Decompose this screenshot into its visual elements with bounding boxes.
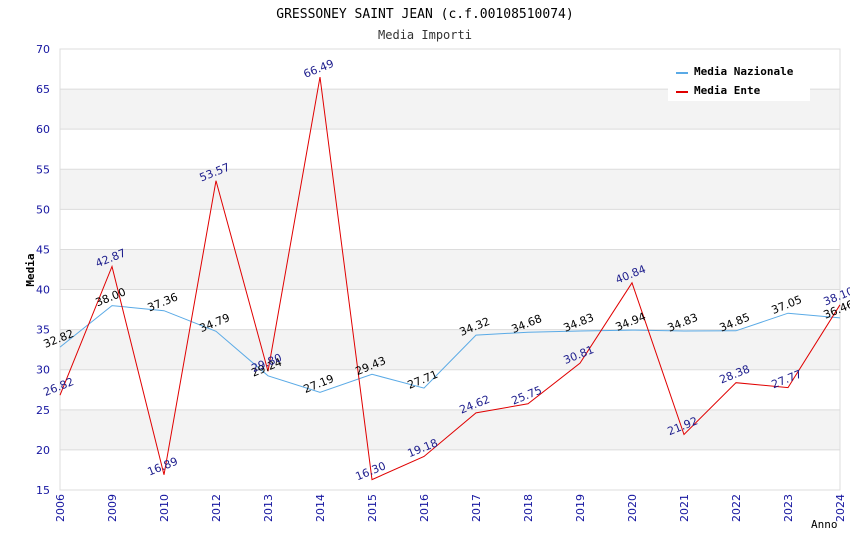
y-axis-label: Media bbox=[24, 253, 37, 286]
x-tick-label: 2021 bbox=[678, 494, 691, 522]
x-tick-label: 2012 bbox=[210, 494, 223, 522]
legend-label: Media Nazionale bbox=[694, 65, 794, 78]
x-tick-label: 2024 bbox=[834, 494, 847, 522]
y-tick-label: 15 bbox=[36, 484, 50, 497]
x-tick-label: 2022 bbox=[730, 494, 743, 522]
series-line-0 bbox=[59, 305, 841, 393]
y-tick-label: 60 bbox=[36, 123, 50, 136]
x-tick-label: 2016 bbox=[418, 494, 431, 522]
data-label: 66.49 bbox=[302, 57, 336, 81]
x-tick-label: 2020 bbox=[626, 494, 639, 522]
legend-box bbox=[668, 58, 810, 101]
y-tick-label: 40 bbox=[36, 284, 50, 297]
grid-band bbox=[60, 409, 840, 450]
grid-band bbox=[60, 169, 840, 210]
x-tick-label: 2019 bbox=[574, 494, 587, 522]
x-axis: 2006 2009 2010 2012 2013 2014 2015 2016 2017 2018… bbox=[54, 494, 847, 522]
x-tick-label: 2014 bbox=[314, 494, 327, 522]
x-tick-label: 2006 bbox=[54, 494, 67, 522]
chart-title: GRESSONEY SAINT JEAN (c.f.00108510074) bbox=[276, 7, 573, 22]
chart-subtitle: Media Importi bbox=[378, 28, 472, 42]
grid-band bbox=[60, 249, 840, 290]
y-tick-label: 25 bbox=[36, 404, 50, 417]
data-label: 16.89 bbox=[146, 455, 180, 479]
y-tick-label: 45 bbox=[36, 243, 50, 256]
series-line-1 bbox=[59, 77, 841, 481]
y-tick-label: 50 bbox=[36, 203, 50, 216]
y-tick-label: 65 bbox=[36, 83, 50, 96]
x-tick-label: 2017 bbox=[470, 494, 483, 522]
data-label: 16.30 bbox=[354, 459, 388, 483]
series-lines bbox=[59, 77, 841, 481]
x-tick-label: 2013 bbox=[262, 494, 275, 522]
y-tick-label: 35 bbox=[36, 324, 50, 337]
grid-bands bbox=[60, 89, 840, 450]
x-tick-label: 2018 bbox=[522, 494, 535, 522]
x-tick-label: 2015 bbox=[366, 494, 379, 522]
legend-label: Media Ente bbox=[694, 84, 761, 97]
y-axis: 15 20 25 30 35 40 45 50 55 60 65 70 bbox=[36, 43, 50, 497]
y-tick-label: 55 bbox=[36, 163, 50, 176]
y-tick-label: 30 bbox=[36, 364, 50, 377]
y-tick-label: 70 bbox=[36, 43, 50, 56]
x-tick-label: 2010 bbox=[158, 494, 171, 522]
y-tick-label: 20 bbox=[36, 444, 50, 457]
plot-border bbox=[59, 48, 841, 491]
grid-band bbox=[60, 329, 840, 370]
x-axis-label: Anno bbox=[811, 518, 838, 531]
x-tick-label: 2023 bbox=[782, 494, 795, 522]
legend: Media Nazionale Media Ente bbox=[668, 58, 810, 101]
x-tick-label: 2009 bbox=[106, 494, 119, 522]
data-label: 26.82 bbox=[42, 375, 76, 399]
